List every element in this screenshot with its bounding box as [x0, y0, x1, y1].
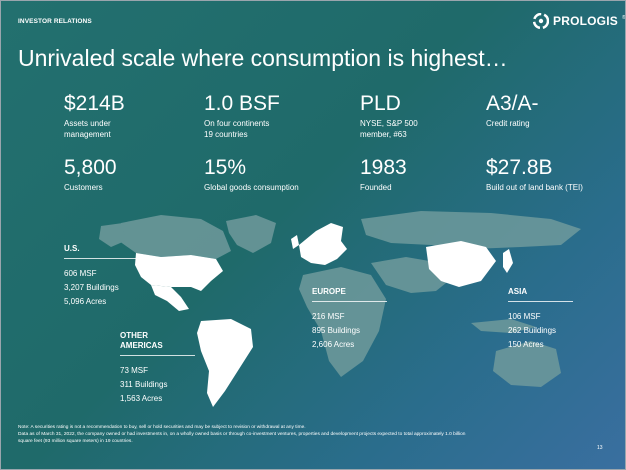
region-other-americas: OTHER AMERICAS 73 MSF 311 Buildings 1,56…: [120, 331, 195, 406]
stat-customers: 5,800 Customers: [64, 157, 189, 193]
stat-label: Assets under management: [64, 119, 111, 139]
map-indonesia: [471, 319, 536, 333]
stat-goods-consumption: 15% Global goods consumption: [204, 157, 329, 193]
logo-registered-mark: ®: [621, 15, 626, 21]
stat-value: A3/A-: [486, 92, 539, 115]
map-mexico: [151, 285, 189, 311]
region-msf: 106 MSF: [508, 312, 541, 321]
region-divider: [312, 301, 387, 302]
footnote: Note: A securities rating is not a recom…: [18, 424, 578, 445]
map-japan: [503, 249, 513, 273]
region-acres: 2,606 Acres: [312, 340, 355, 349]
map-australia: [493, 341, 561, 387]
stat-label: Credit rating: [486, 119, 530, 128]
region-msf: 216 MSF: [312, 312, 345, 321]
stat-square-feet: 1.0 BSF On four continents 19 countries: [204, 93, 329, 140]
prologis-logo-icon: [533, 13, 549, 29]
region-acres: 5,096 Acres: [64, 297, 107, 306]
stat-value: 5,800: [64, 156, 117, 179]
stat-land-bank: $27.8B Build out of land bank (TEI): [486, 157, 611, 193]
region-buildings: 262 Buildings: [508, 326, 557, 335]
footnote-line: Data as of March 31, 2022, the company o…: [18, 432, 466, 437]
stat-credit-rating: A3/A- Credit rating: [486, 93, 611, 129]
map-greenland: [226, 215, 276, 253]
region-name: ASIA: [508, 287, 528, 296]
stat-value: 15%: [204, 156, 247, 179]
map-south-america: [197, 319, 253, 407]
region-msf: 606 MSF: [64, 269, 97, 278]
map-uk: [291, 235, 299, 249]
slide-title: Unrivaled scale where consumption is hig…: [18, 45, 508, 71]
map-europe: [299, 223, 347, 265]
section-label: INVESTOR RELATIONS: [18, 18, 92, 25]
stat-value: $27.8B: [486, 156, 553, 179]
stat-aum: $214B Assets under management: [64, 93, 189, 140]
stat-founded: 1983 Founded: [360, 157, 485, 193]
region-name: U.S.: [64, 244, 80, 253]
logo-text: PROLOGIS: [553, 14, 618, 28]
region-divider: [508, 301, 573, 302]
region-europe: EUROPE 216 MSF 895 Buildings 2,606 Acres: [312, 287, 387, 352]
region-acres: 1,563 Acres: [120, 394, 163, 403]
map-china: [426, 241, 496, 287]
region-asia: ASIA 106 MSF 262 Buildings 150 Acres: [508, 287, 573, 352]
stat-value: 1.0 BSF: [204, 92, 280, 115]
region-divider: [120, 355, 195, 356]
map-russia: [361, 211, 581, 249]
region-us: U.S. 606 MSF 3,207 Buildings 5,096 Acres: [64, 244, 139, 309]
page-number: 13: [597, 445, 603, 451]
stat-value: $214B: [64, 92, 125, 115]
footnote-line: Note: A securities rating is not a recom…: [18, 425, 306, 430]
stat-label: Build out of land bank (TEI): [486, 183, 583, 192]
prologis-logo: PROLOGIS ®: [533, 13, 626, 29]
stat-value: PLD: [360, 92, 401, 115]
stat-label: Founded: [360, 183, 392, 192]
region-divider: [64, 258, 139, 259]
region-buildings: 895 Buildings: [312, 326, 361, 335]
map-alaska: [99, 223, 125, 247]
region-msf: 73 MSF: [120, 366, 149, 375]
stat-ticker: PLD NYSE, S&P 500 member, #63: [360, 93, 485, 140]
stat-value: 1983: [360, 156, 407, 179]
map-canada: [119, 215, 231, 259]
region-name: OTHER AMERICAS: [120, 331, 163, 350]
stat-label: Global goods consumption: [204, 183, 299, 192]
world-map: [99, 211, 581, 407]
stat-label: NYSE, S&P 500 member, #63: [360, 119, 418, 139]
stat-label: Customers: [64, 183, 103, 192]
region-buildings: 311 Buildings: [120, 380, 168, 389]
region-acres: 150 Acres: [508, 340, 544, 349]
footnote-line: square feet (93 million square meters) i…: [18, 439, 133, 444]
region-name: EUROPE: [312, 287, 346, 296]
map-africa: [299, 267, 386, 377]
stat-label: On four continents 19 countries: [204, 119, 270, 139]
map-usa: [135, 253, 223, 291]
region-buildings: 3,207 Buildings: [64, 283, 119, 292]
